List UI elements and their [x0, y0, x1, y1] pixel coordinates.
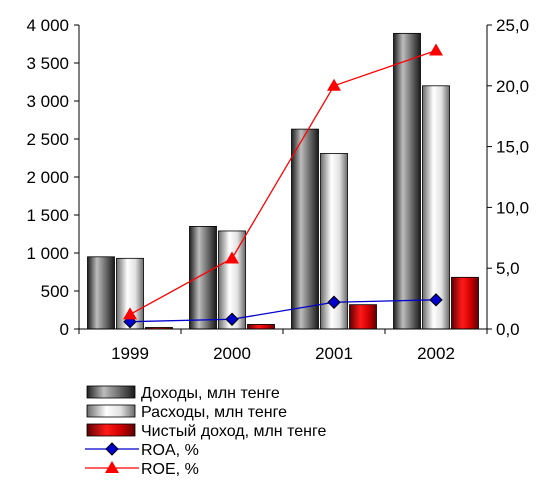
- bar: [320, 153, 348, 330]
- series-line: [129, 299, 437, 323]
- left-tick-label: 0: [60, 320, 69, 339]
- legend-label: ROE, %: [141, 461, 199, 478]
- bar: [189, 225, 217, 330]
- triangle-marker: [225, 251, 239, 264]
- right-tick-label: 20,0: [496, 77, 529, 96]
- triangle-marker: [123, 307, 137, 320]
- left-tick-label: 4 000: [26, 16, 69, 35]
- legend-label: Чистый доход, млн тенге: [141, 423, 326, 440]
- bar: [451, 276, 479, 330]
- triangle-marker: [105, 461, 119, 473]
- left-tick-label: 2 500: [26, 130, 69, 149]
- left-tick-label: 1 000: [26, 244, 69, 263]
- bar: [87, 256, 115, 330]
- axes-layer: 0 500 1 000 1 500 2 000 2 500 3 000 3 500 4 000 0…: [26, 16, 529, 363]
- diamond-marker: [327, 295, 341, 309]
- bar: [247, 324, 275, 330]
- diamond-marker: [429, 293, 443, 307]
- series-line: [129, 49, 437, 315]
- right-tick-label: 10,0: [496, 198, 529, 217]
- left-tick-label: 3 500: [26, 54, 69, 73]
- right-tick-label: 5,0: [496, 259, 520, 278]
- bars-layer: [87, 32, 479, 330]
- bar: [349, 304, 377, 330]
- right-tick-label: 15,0: [496, 138, 529, 157]
- legend: Доходы, млн тенге Расходы, млн тенге Чисты…: [85, 385, 326, 478]
- legend-swatch: [86, 404, 136, 418]
- triangle-marker: [327, 78, 341, 91]
- x-tick-label: 2001: [315, 344, 353, 363]
- legend-swatch: [86, 423, 136, 437]
- x-tick-label: 2000: [213, 344, 251, 363]
- legend-label: Доходы, млн тенге: [141, 385, 280, 402]
- legend-label: Расходы, млн тенге: [141, 404, 287, 421]
- right-tick-label: 0,0: [496, 320, 520, 339]
- triangle-marker: [429, 43, 443, 56]
- legend-swatch: [86, 385, 136, 399]
- left-tick-label: 500: [41, 282, 69, 301]
- diamond-marker: [225, 312, 239, 326]
- x-tick-label: 1999: [111, 344, 149, 363]
- diamond-marker: [105, 442, 119, 456]
- right-tick-label: 25,0: [496, 16, 529, 35]
- bar: [393, 32, 421, 330]
- bar: [291, 128, 319, 330]
- legend-label: ROA, %: [141, 442, 199, 459]
- bar: [422, 85, 450, 330]
- left-tick-label: 2 000: [26, 168, 69, 187]
- left-tick-label: 3 000: [26, 92, 69, 111]
- left-tick-label: 1 500: [26, 206, 69, 225]
- lines-layer: [123, 43, 443, 329]
- x-tick-label: 2002: [417, 344, 455, 363]
